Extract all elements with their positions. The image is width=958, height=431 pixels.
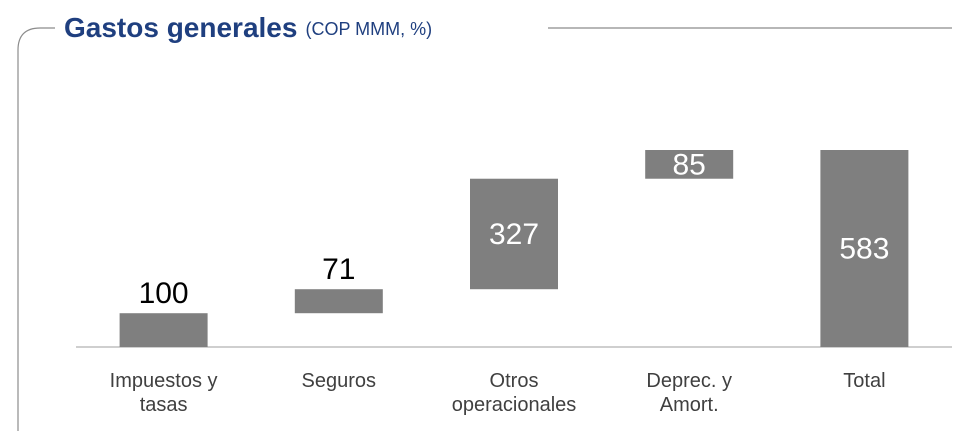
frame — [17, 27, 55, 431]
value-label: 85 — [673, 148, 706, 181]
bar — [645, 150, 734, 179]
value-label: 583 — [839, 232, 889, 265]
x-tick-label: Total — [843, 370, 886, 392]
x-tick-label: Otros operacionales — [451, 370, 577, 416]
x-tick-label: Seguros — [301, 370, 377, 392]
value-label: 71 — [322, 253, 355, 286]
bar — [820, 150, 909, 347]
x-tick-label: Deprec. y Amort. — [646, 370, 732, 416]
title: Gastos generales — [64, 12, 297, 43]
bar — [470, 178, 558, 290]
value-label: 100 — [139, 277, 189, 310]
subtitle: (COP MMM, %) — [305, 19, 432, 39]
bar — [119, 313, 208, 347]
bar — [294, 289, 383, 314]
x-tick-label: Impuestos y tasas — [109, 370, 218, 416]
chart-title: Gastos generales (COP MMM, %) — [64, 12, 432, 43]
value-label: 327 — [489, 218, 539, 251]
